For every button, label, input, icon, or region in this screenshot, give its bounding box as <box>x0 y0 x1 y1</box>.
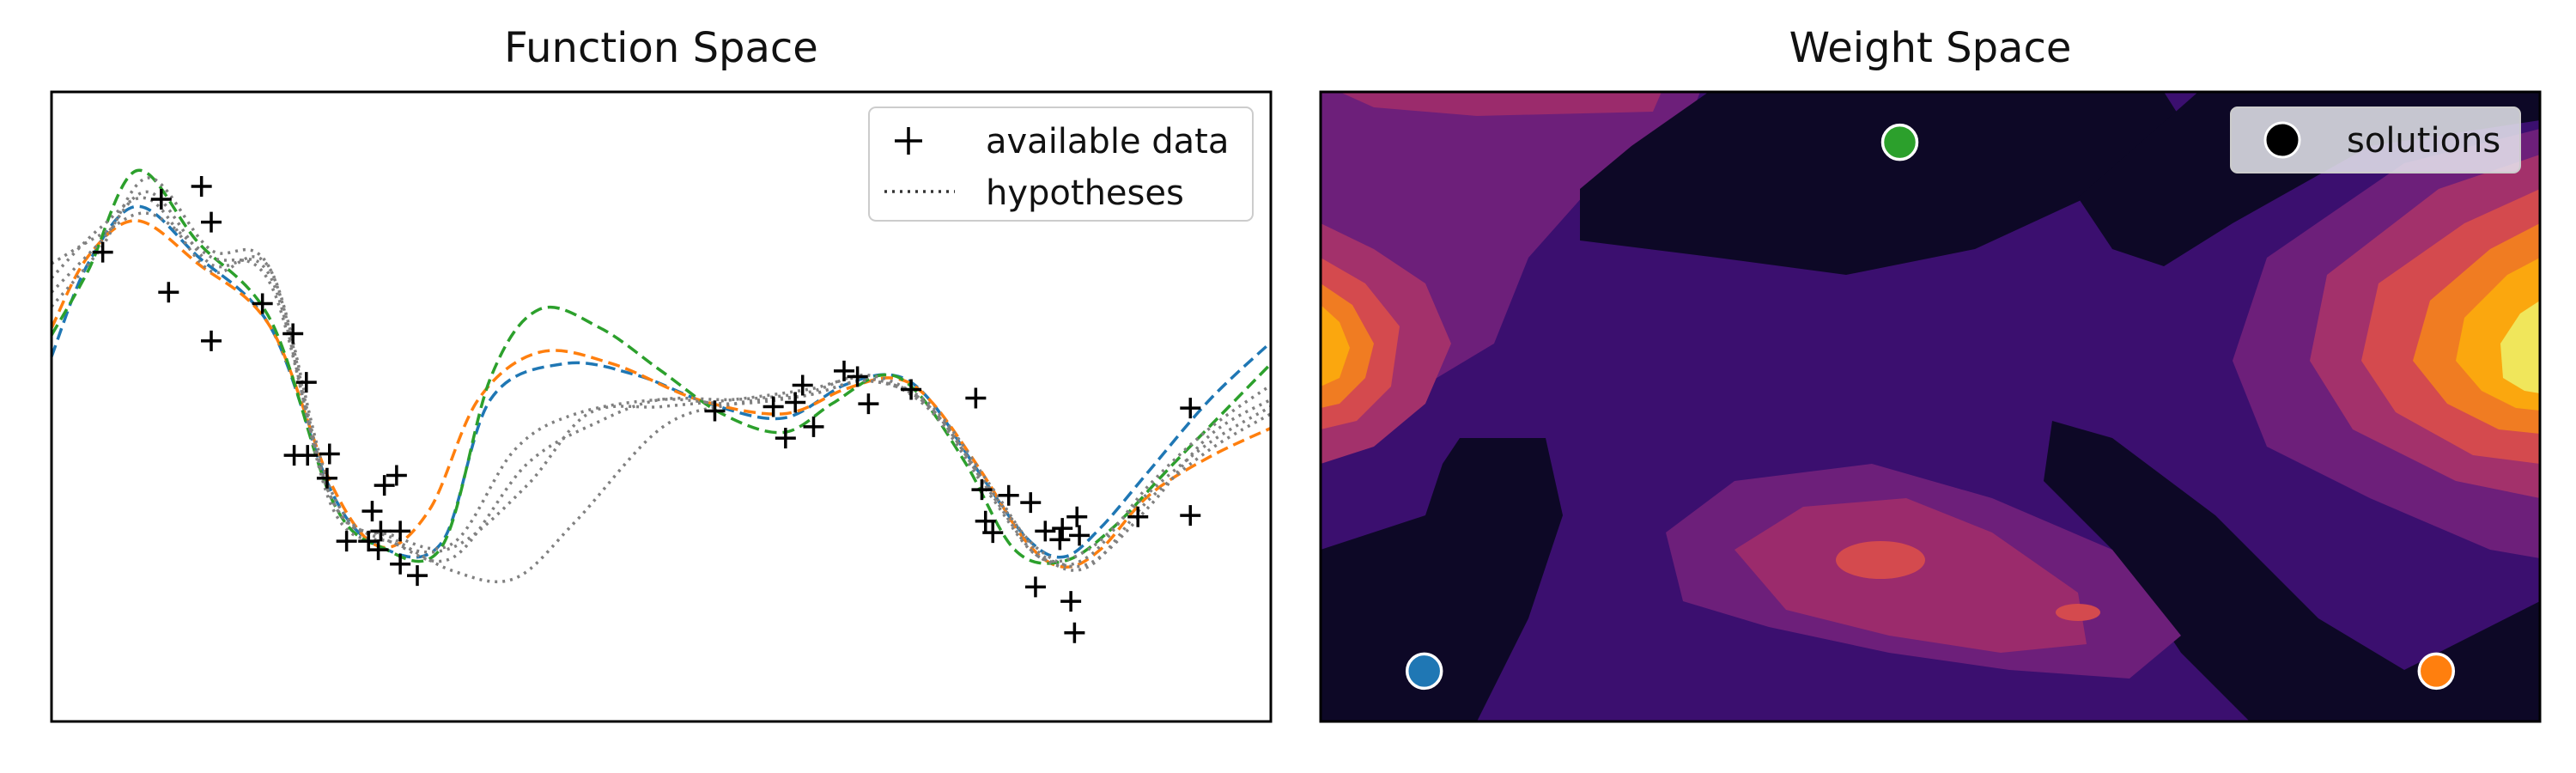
data-point-22 <box>407 565 428 587</box>
data-point-33 <box>965 387 987 409</box>
data-point-7 <box>283 323 304 344</box>
data-point-43 <box>1060 591 1082 612</box>
data-point-2 <box>158 282 179 303</box>
data-point-4 <box>201 211 222 233</box>
hypothesis-line-5 <box>50 196 1272 563</box>
data-point-34 <box>971 479 993 501</box>
contour-peak-small <box>2056 604 2100 621</box>
data-point-37 <box>998 484 1019 506</box>
weight-space-panel: solutions <box>1319 90 2542 723</box>
data-point-32 <box>901 379 922 400</box>
data-point-14 <box>358 531 380 552</box>
data-point-49 <box>1180 505 1201 526</box>
contour-band-upper-left-inner <box>1340 92 1662 116</box>
data-point-26 <box>785 392 806 413</box>
data-point-15 <box>361 501 383 522</box>
contour-right-6 <box>2500 301 2540 393</box>
data-point-23 <box>704 400 726 422</box>
data-point-19 <box>386 465 407 486</box>
data-point-0 <box>92 241 113 263</box>
legend-label-hypotheses: hypotheses <box>986 173 1184 213</box>
fitted-line-2 <box>50 168 1273 565</box>
contour-peak-center <box>1836 541 1925 579</box>
data-point-47 <box>1127 506 1149 527</box>
contour-basin-bottom-left <box>1321 438 1563 721</box>
data-point-18 <box>374 475 395 496</box>
data-point-42 <box>1052 518 1073 539</box>
weight-space-legend: solutions <box>2230 107 2521 173</box>
contour-basin-top <box>1580 92 2198 275</box>
function-space-panel: available data hypotheses <box>50 90 1273 723</box>
data-point-10 <box>297 445 319 466</box>
legend-box-solutions <box>2230 107 2521 173</box>
data-point-12 <box>319 443 340 465</box>
weight-space-contours <box>1321 92 2540 721</box>
function-space-title: Function Space <box>504 24 818 72</box>
contour-basin-bottom-right <box>2044 421 2540 721</box>
data-point-41 <box>1049 529 1071 551</box>
weight-space-title: Weight Space <box>1789 24 2072 72</box>
legend-box <box>868 107 1254 222</box>
data-point-3 <box>191 175 212 197</box>
data-point-27 <box>792 374 813 396</box>
data-point-13 <box>336 531 357 552</box>
fitted-line-1 <box>50 219 1272 569</box>
legend-label-solutions: solutions <box>2347 121 2500 161</box>
data-point-36 <box>982 522 1004 544</box>
data-point-16 <box>368 539 389 561</box>
solution-point-0 <box>1405 652 1443 691</box>
data-point-17 <box>370 520 392 542</box>
solution-point-1 <box>1880 123 1919 161</box>
data-point-5 <box>201 330 222 351</box>
data-point-39 <box>1024 576 1046 598</box>
data-point-29 <box>834 360 854 381</box>
function-space-legend: available data hypotheses <box>868 107 1254 222</box>
contour-band-center-inner <box>1735 498 2087 653</box>
circle-marker-icon <box>2263 121 2301 159</box>
data-point-1 <box>150 188 172 210</box>
data-point-44 <box>1064 622 1085 643</box>
data-point-28 <box>803 416 824 437</box>
data-point-6 <box>252 293 273 314</box>
hypothesis-line-6 <box>50 176 1272 584</box>
data-point-24 <box>762 396 784 417</box>
solution-point-2 <box>2417 652 2456 691</box>
contour-left-hot-4 <box>1321 305 1350 386</box>
data-point-20 <box>390 553 411 575</box>
function-space-frame <box>50 90 1273 723</box>
data-point-25 <box>775 428 796 449</box>
weight-space-frame <box>1319 90 2542 723</box>
data-point-46 <box>1069 525 1091 546</box>
data-point-21 <box>390 520 411 542</box>
legend-label-available-data: available data <box>986 122 1229 161</box>
data-point-35 <box>975 510 996 532</box>
data-point-45 <box>1066 506 1088 527</box>
data-point-30 <box>847 366 868 387</box>
data-point-40 <box>1035 520 1056 542</box>
plus-marker-icon <box>895 127 922 155</box>
data-point-11 <box>316 467 337 489</box>
data-point-31 <box>858 393 879 415</box>
data-point-8 <box>295 372 317 393</box>
data-point-38 <box>1020 492 1042 514</box>
hypothesis-line-4 <box>50 190 1272 569</box>
data-point-48 <box>1180 398 1201 419</box>
